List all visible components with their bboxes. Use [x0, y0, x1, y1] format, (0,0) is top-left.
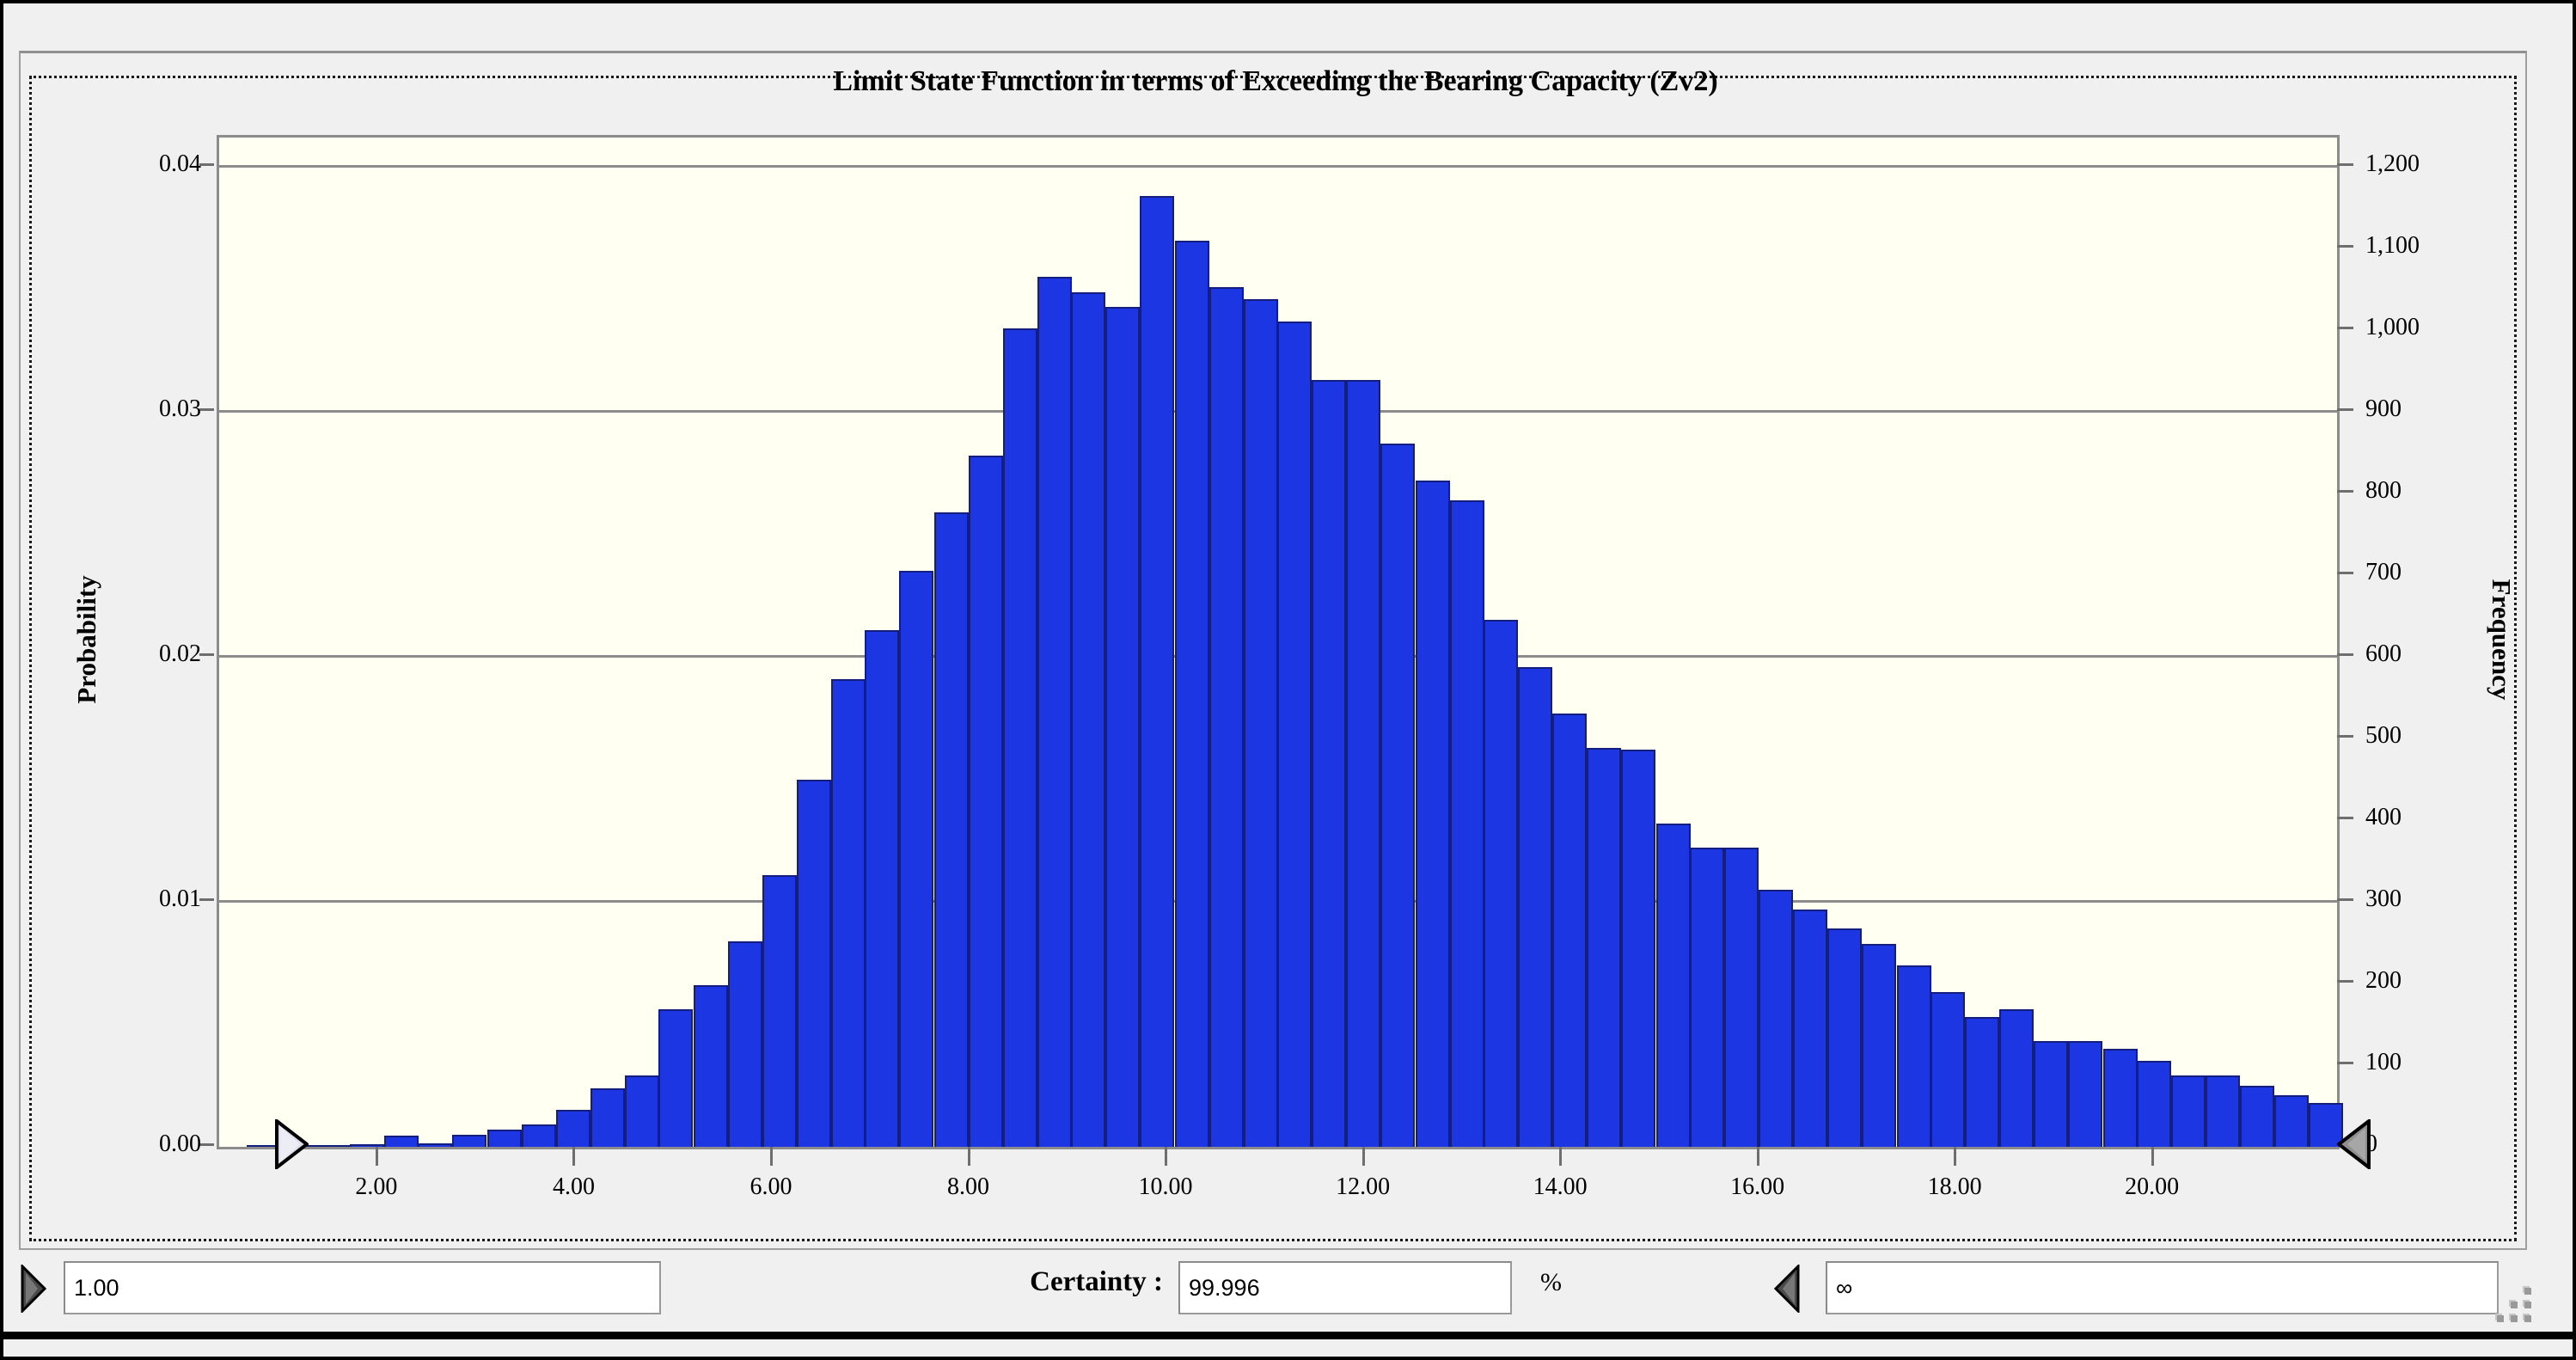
histogram-bar — [1140, 196, 1175, 1147]
histogram-bar — [1655, 823, 1691, 1147]
histogram-bar — [968, 456, 1003, 1147]
histogram-bar — [486, 1130, 522, 1147]
histogram-bar — [2102, 1049, 2138, 1147]
certainty-control-bar: 1.00 Certainty : 99.996 % ∞ — [3, 1254, 2573, 1332]
histogram-bar — [1312, 380, 1347, 1147]
gridline — [219, 165, 2337, 168]
left-axis-title: Probability — [71, 575, 101, 704]
right-axis-title: Frequency — [2487, 579, 2517, 701]
histogram-bar — [727, 940, 762, 1147]
histogram-bar — [1689, 848, 1724, 1147]
histogram-bar — [797, 779, 832, 1147]
histogram-bar — [1827, 928, 1863, 1147]
histogram-bar — [1449, 499, 1484, 1147]
histogram-bar — [2068, 1041, 2103, 1147]
certainty-label: Certainty : — [1030, 1266, 1163, 1297]
histogram-bar — [1587, 747, 1622, 1147]
histogram-bar — [1208, 286, 1244, 1147]
histogram-bar — [590, 1087, 626, 1147]
histogram-bar — [2034, 1041, 2069, 1147]
histogram-bar — [1862, 943, 1897, 1147]
certainty-value-field[interactable]: 99.996 — [1178, 1261, 1512, 1314]
histogram-bar — [1723, 848, 1759, 1147]
histogram-bar — [1483, 620, 1518, 1147]
histogram-bar — [1964, 1016, 1999, 1147]
histogram-bar — [350, 1144, 385, 1147]
histogram-bar — [831, 678, 866, 1147]
histogram-bar — [658, 1009, 694, 1147]
histogram-bar — [1380, 444, 1416, 1147]
histogram-bar — [693, 984, 728, 1147]
histogram-bar — [556, 1110, 590, 1147]
histogram-bar — [1174, 240, 1209, 1147]
range-max-field[interactable]: ∞ — [1826, 1261, 2499, 1314]
histogram-bar — [1930, 992, 1965, 1147]
histogram-bar — [521, 1124, 556, 1147]
chart-title: Limit State Function in terms of Exceedi… — [833, 65, 1718, 97]
histogram-bar — [1037, 277, 1073, 1147]
histogram-bar — [1758, 889, 1793, 1147]
right-grabber-icon[interactable] — [1773, 1263, 1800, 1314]
range-min-field[interactable]: 1.00 — [64, 1261, 661, 1314]
histogram-bar — [1415, 480, 1450, 1147]
histogram-bar — [315, 1145, 350, 1147]
histogram-bar — [625, 1075, 660, 1147]
plot-area — [217, 135, 2344, 1149]
histogram-bar — [762, 874, 797, 1147]
histogram-bar — [1621, 750, 1656, 1147]
histogram-bar — [1999, 1009, 2034, 1147]
resize-grip-icon[interactable] — [2495, 1286, 2535, 1326]
histogram-bar — [384, 1136, 419, 1147]
right-slider-handle[interactable] — [2335, 1117, 2371, 1172]
histogram-bar — [452, 1134, 487, 1147]
histogram-bar — [2205, 1075, 2240, 1147]
histogram-bar — [2274, 1095, 2310, 1147]
histogram-bar — [933, 512, 969, 1147]
histogram-bar — [1105, 306, 1141, 1147]
histogram-bar — [2170, 1075, 2206, 1147]
histogram-bar — [2309, 1102, 2344, 1147]
left-slider-handle[interactable] — [274, 1117, 310, 1172]
bottom-divider-rule — [3, 1332, 2573, 1339]
histogram-bar — [1896, 965, 1931, 1147]
selection-marquee-border — [29, 76, 2517, 1241]
histogram-bar — [1346, 380, 1381, 1147]
histogram-bar — [2240, 1085, 2275, 1147]
histogram-bar — [899, 571, 934, 1147]
histogram-bar — [865, 629, 900, 1147]
left-grabber-icon[interactable] — [21, 1263, 47, 1314]
histogram-bar — [1276, 321, 1312, 1147]
histogram-bar — [1071, 291, 1106, 1147]
histogram-bar — [1793, 909, 1828, 1147]
histogram-bar — [1002, 328, 1037, 1147]
histogram-bar — [1517, 666, 1552, 1147]
histogram-bar — [2136, 1061, 2171, 1147]
histogram-bar — [1552, 713, 1588, 1147]
percent-sign-label: % — [1540, 1268, 1562, 1296]
histogram-bar — [418, 1143, 453, 1147]
histogram-bar — [1243, 299, 1278, 1147]
